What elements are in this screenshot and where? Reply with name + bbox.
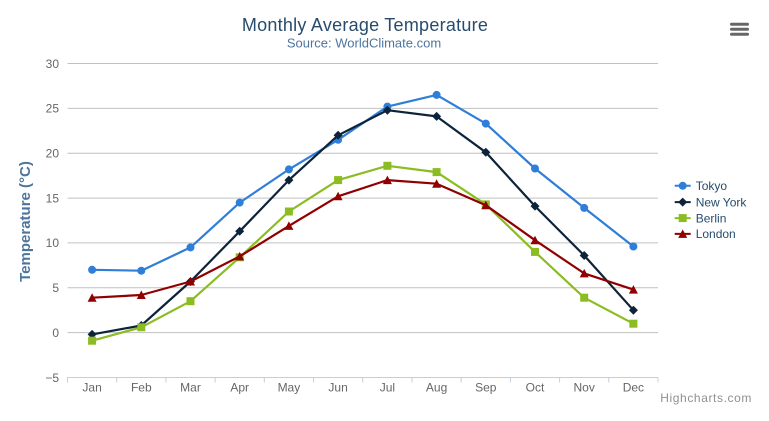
svg-text:Apr: Apr xyxy=(230,381,249,395)
svg-text:Source: WorldClimate.com: Source: WorldClimate.com xyxy=(287,36,441,51)
svg-text:5: 5 xyxy=(52,281,59,295)
svg-text:Aug: Aug xyxy=(426,381,447,395)
svg-text:15: 15 xyxy=(46,191,60,205)
svg-text:London: London xyxy=(696,227,736,241)
svg-text:Dec: Dec xyxy=(623,381,644,395)
svg-text:Temperature (°C): Temperature (°C) xyxy=(17,161,34,282)
svg-text:Highcharts.com: Highcharts.com xyxy=(660,391,752,405)
svg-text:Sep: Sep xyxy=(475,381,497,395)
svg-text:Monthly Average Temperature: Monthly Average Temperature xyxy=(242,15,488,35)
svg-text:Jul: Jul xyxy=(380,381,395,395)
svg-text:25: 25 xyxy=(46,102,60,116)
svg-text:20: 20 xyxy=(46,147,60,161)
svg-text:Mar: Mar xyxy=(180,381,201,395)
svg-text:Feb: Feb xyxy=(131,381,152,395)
svg-text:Berlin: Berlin xyxy=(696,211,727,225)
svg-text:Jun: Jun xyxy=(328,381,347,395)
svg-text:10: 10 xyxy=(46,236,60,250)
svg-text:−5: −5 xyxy=(45,371,59,385)
svg-text:Tokyo: Tokyo xyxy=(696,179,728,193)
svg-text:0: 0 xyxy=(52,326,59,340)
svg-text:Jan: Jan xyxy=(82,381,101,395)
svg-text:Oct: Oct xyxy=(526,381,545,395)
svg-text:New York: New York xyxy=(696,195,748,209)
svg-text:Nov: Nov xyxy=(574,381,595,395)
svg-text:30: 30 xyxy=(46,57,60,71)
svg-text:May: May xyxy=(278,381,301,395)
